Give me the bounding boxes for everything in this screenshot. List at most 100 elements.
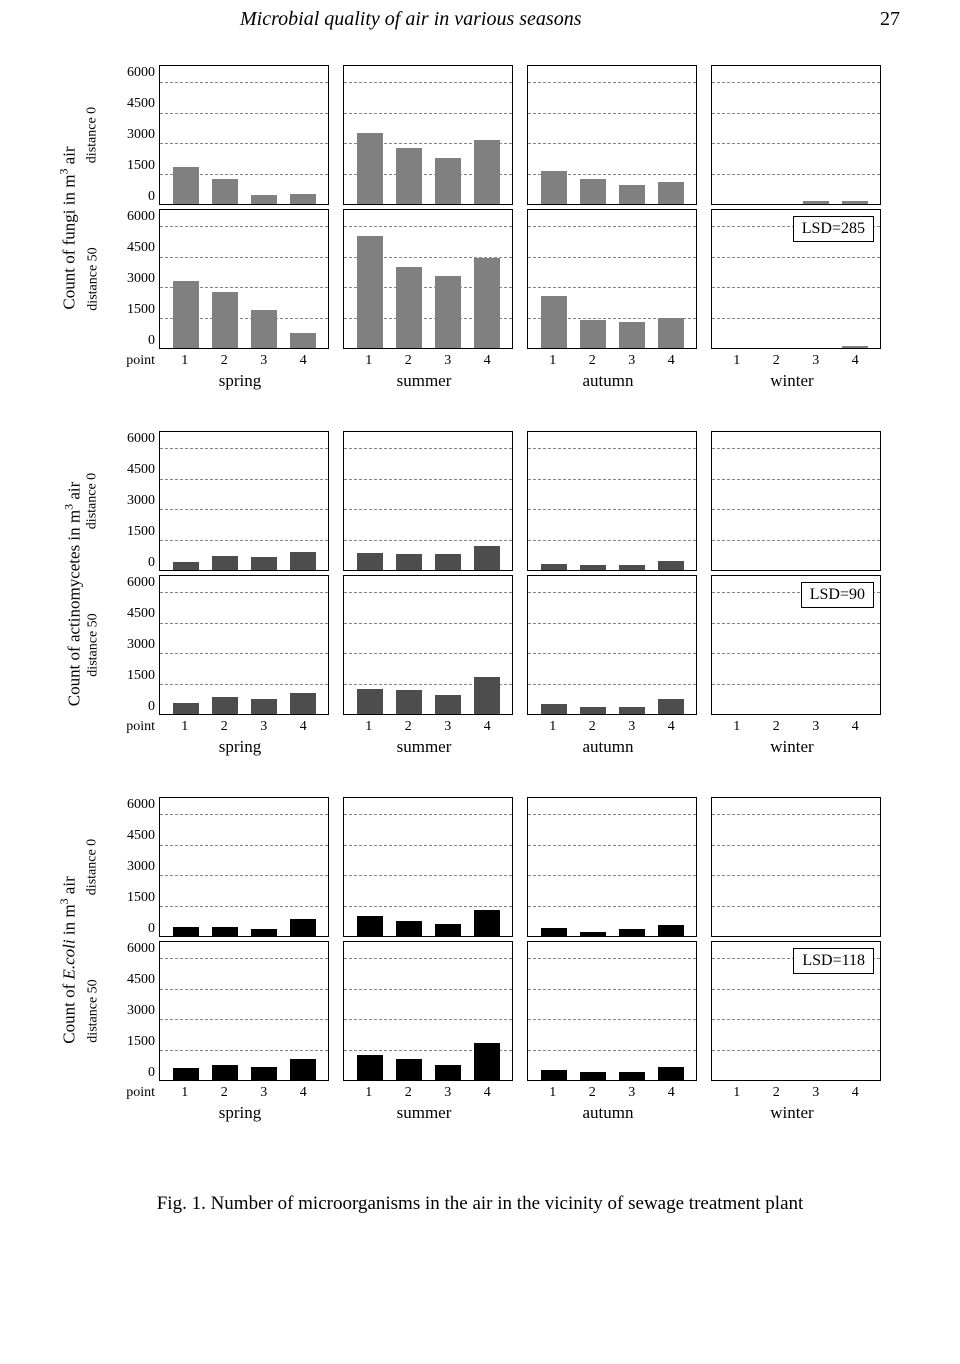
distance-label: distance 50 bbox=[81, 575, 107, 715]
bar bbox=[435, 554, 461, 570]
x-tick: 2 bbox=[773, 353, 780, 369]
bar bbox=[173, 167, 199, 204]
x-tick: 1 bbox=[181, 1085, 188, 1101]
x-tick: 3 bbox=[444, 1085, 451, 1101]
bar bbox=[541, 704, 567, 714]
bar bbox=[435, 695, 461, 714]
season-label: spring bbox=[155, 1101, 325, 1123]
bar-panel bbox=[527, 431, 697, 571]
y-tick: 6000 bbox=[127, 65, 155, 81]
bar bbox=[803, 201, 829, 204]
y-tick: 1500 bbox=[127, 524, 155, 540]
bar bbox=[173, 562, 199, 570]
x-tick: 4 bbox=[484, 1085, 491, 1101]
season-label: autumn bbox=[523, 735, 693, 757]
chart-group: Count of E.coli in m3 airdistance 060004… bbox=[55, 797, 905, 1123]
point-label: point bbox=[107, 719, 159, 735]
panel-row: distance 060004500300015000 bbox=[81, 431, 905, 571]
x-tick: 2 bbox=[773, 719, 780, 735]
bar bbox=[580, 707, 606, 714]
bar bbox=[580, 932, 606, 936]
bar-panel bbox=[159, 797, 329, 937]
y-tick: 4500 bbox=[127, 240, 155, 256]
bar-panel bbox=[527, 575, 697, 715]
y-ticks: 60004500300015000 bbox=[107, 575, 159, 715]
bar bbox=[251, 699, 277, 714]
bar bbox=[251, 1067, 277, 1080]
x-tick: 2 bbox=[589, 353, 596, 369]
panel-row: distance 060004500300015000 bbox=[81, 797, 905, 937]
x-tick: 4 bbox=[852, 719, 859, 735]
bar bbox=[396, 267, 422, 348]
bar bbox=[357, 133, 383, 204]
distance-label: distance 50 bbox=[81, 941, 107, 1081]
x-tick: 2 bbox=[405, 1085, 412, 1101]
x-tick: 3 bbox=[260, 353, 267, 369]
y-tick: 0 bbox=[148, 1065, 155, 1081]
bar bbox=[435, 276, 461, 348]
season-labels: springsummerautumnwinter bbox=[155, 735, 905, 757]
bar bbox=[541, 1070, 567, 1080]
figure-caption: Fig. 1. Number of microorganisms in the … bbox=[0, 1183, 960, 1235]
bar bbox=[474, 140, 500, 204]
season-labels: springsummerautumnwinter bbox=[155, 1101, 905, 1123]
bar bbox=[357, 916, 383, 936]
y-tick: 3000 bbox=[127, 127, 155, 143]
x-tick: 4 bbox=[852, 1085, 859, 1101]
x-tick: 1 bbox=[733, 1085, 740, 1101]
bar bbox=[842, 201, 868, 204]
bar-panel bbox=[527, 209, 697, 349]
x-tick: 1 bbox=[549, 1085, 556, 1101]
bar-panel bbox=[343, 65, 513, 205]
bar-panel bbox=[159, 209, 329, 349]
y-tick: 4500 bbox=[127, 606, 155, 622]
bar bbox=[212, 556, 238, 570]
x-tick: 1 bbox=[733, 353, 740, 369]
y-tick: 6000 bbox=[127, 575, 155, 591]
y-tick: 0 bbox=[148, 189, 155, 205]
bar bbox=[580, 320, 606, 348]
bar-panel bbox=[527, 797, 697, 937]
x-tick: 2 bbox=[773, 1085, 780, 1101]
distance-label: distance 0 bbox=[81, 65, 107, 205]
y-tick: 0 bbox=[148, 699, 155, 715]
x-tick: 4 bbox=[668, 353, 675, 369]
y-tick: 1500 bbox=[127, 302, 155, 318]
distance-label: distance 0 bbox=[81, 431, 107, 571]
x-tick: 3 bbox=[444, 719, 451, 735]
bar bbox=[619, 322, 645, 348]
bar bbox=[396, 148, 422, 204]
y-tick: 1500 bbox=[127, 890, 155, 906]
y-tick: 4500 bbox=[127, 972, 155, 988]
y-ticks: 60004500300015000 bbox=[107, 209, 159, 349]
season-label: winter bbox=[707, 735, 877, 757]
bar-panel bbox=[711, 65, 881, 205]
bar bbox=[290, 693, 316, 714]
page-number: 27 bbox=[880, 8, 900, 31]
bar bbox=[435, 158, 461, 204]
y-tick: 6000 bbox=[127, 431, 155, 447]
bar bbox=[619, 565, 645, 570]
bar bbox=[251, 557, 277, 570]
bar bbox=[212, 697, 238, 714]
bar-panel bbox=[343, 575, 513, 715]
bar bbox=[580, 565, 606, 570]
x-tick: 2 bbox=[221, 353, 228, 369]
chart-group: Count of actinomycetes in m3 airdistance… bbox=[55, 431, 905, 757]
x-tick: 4 bbox=[300, 353, 307, 369]
bar bbox=[357, 553, 383, 570]
bar bbox=[541, 171, 567, 204]
panel-row: distance 060004500300015000 bbox=[81, 65, 905, 205]
y-tick: 6000 bbox=[127, 209, 155, 225]
bar-panel bbox=[711, 431, 881, 571]
bar bbox=[357, 1055, 383, 1080]
x-tick: 4 bbox=[668, 719, 675, 735]
bar-panel bbox=[343, 941, 513, 1081]
lsd-annotation: LSD=118 bbox=[793, 948, 874, 974]
bar bbox=[173, 1068, 199, 1080]
running-title: Microbial quality of air in various seas… bbox=[240, 8, 581, 31]
x-tick: 3 bbox=[444, 353, 451, 369]
bar bbox=[357, 689, 383, 714]
y-tick: 1500 bbox=[127, 158, 155, 174]
x-ticks-row: point1234123412341234 bbox=[107, 1085, 905, 1101]
